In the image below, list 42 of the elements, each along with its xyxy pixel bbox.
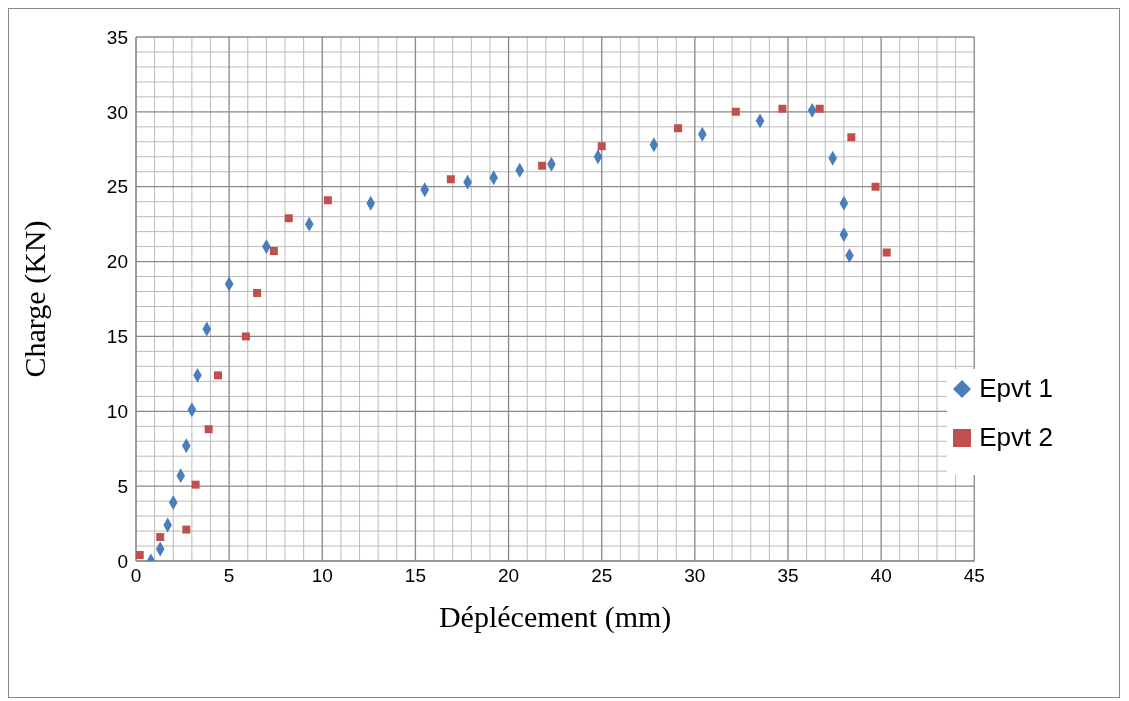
x-tick-label: 10 [311, 565, 333, 587]
point [778, 104, 787, 113]
x-tick-label: 25 [591, 565, 613, 587]
point [182, 525, 191, 534]
point [136, 551, 144, 560]
y-axis-title: Charge (KN) [17, 220, 52, 378]
point [597, 142, 606, 151]
legend-label: Epvt 2 [979, 422, 1053, 453]
y-tick-label: 10 [106, 401, 128, 423]
point [269, 247, 278, 256]
point [674, 124, 683, 133]
point [871, 182, 880, 191]
point [446, 175, 455, 184]
x-axis-title: Déplécement (mm) [438, 600, 672, 634]
x-tick-label: 20 [498, 565, 520, 587]
x-tick-label: 45 [963, 565, 985, 587]
point [204, 425, 213, 434]
point [731, 107, 740, 116]
point [323, 196, 332, 205]
y-tick-label: 0 [117, 550, 128, 572]
point [284, 214, 293, 223]
y-tick-label: 35 [106, 26, 128, 48]
point [253, 289, 262, 298]
y-tick-label: 30 [106, 101, 128, 123]
point [213, 371, 222, 380]
x-tick-label: 15 [404, 565, 426, 587]
point [882, 248, 891, 257]
x-tick-label: 40 [870, 565, 892, 587]
y-tick-label: 25 [106, 176, 128, 198]
point [191, 480, 200, 489]
y-tick-label: 5 [117, 475, 128, 497]
point [538, 161, 547, 170]
y-tick-label: 20 [106, 251, 128, 273]
point [815, 104, 824, 113]
point [847, 133, 856, 142]
x-tick-label: 35 [777, 565, 799, 587]
point [241, 332, 250, 341]
x-tick-label: 30 [684, 565, 706, 587]
legend-label: Epvt 1 [979, 373, 1053, 404]
y-tick-label: 15 [106, 326, 128, 348]
point [156, 533, 165, 542]
x-tick-label: 5 [223, 565, 235, 587]
